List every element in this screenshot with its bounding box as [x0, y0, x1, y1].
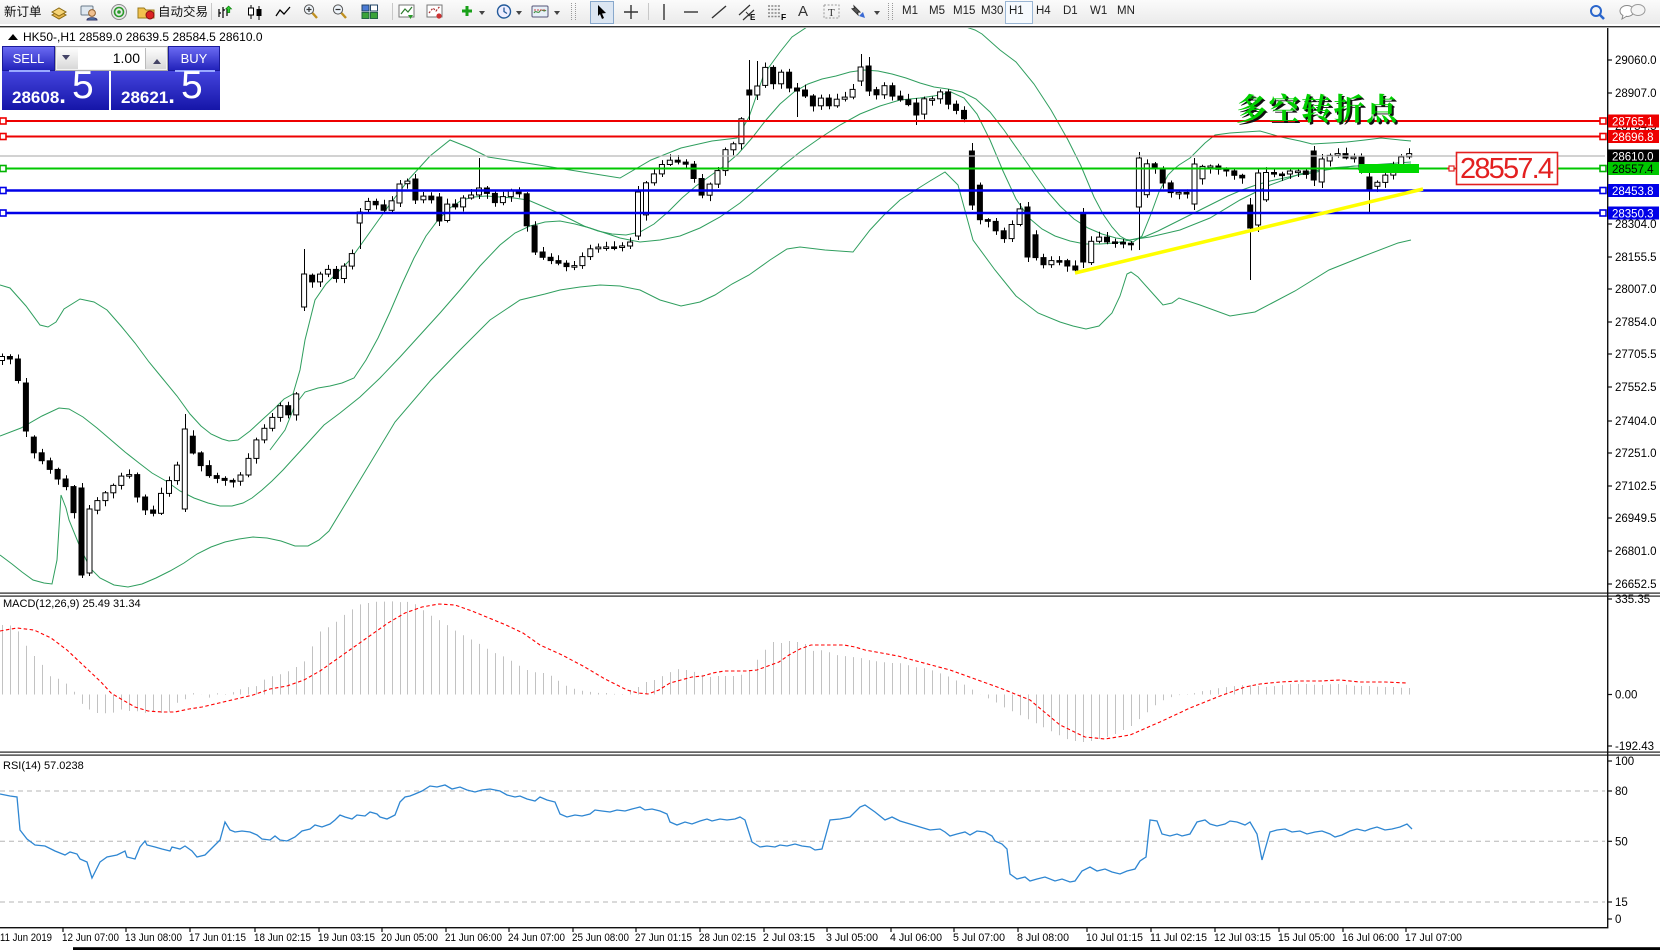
- svg-text:T: T: [828, 7, 835, 19]
- svg-text:27705.5: 27705.5: [1615, 349, 1657, 361]
- svg-text:0.00: 0.00: [1615, 690, 1637, 702]
- svg-text:28350.3: 28350.3: [1612, 209, 1654, 221]
- svg-text:18 Jun 02:15: 18 Jun 02:15: [254, 932, 311, 944]
- svg-text:3 Jul 05:00: 3 Jul 05:00: [826, 932, 878, 944]
- svg-text:15: 15: [1615, 897, 1628, 909]
- svg-text:17 Jun 01:15: 17 Jun 01:15: [189, 932, 246, 944]
- svg-text:28696.8: 28696.8: [1612, 132, 1654, 144]
- svg-text:20 Jun 05:00: 20 Jun 05:00: [381, 932, 438, 944]
- svg-text:27404.0: 27404.0: [1615, 416, 1657, 428]
- svg-text:29060.0: 29060.0: [1615, 55, 1657, 67]
- svg-text:28453.8: 28453.8: [1612, 186, 1654, 198]
- svg-text:F: F: [781, 12, 786, 21]
- svg-text:80: 80: [1615, 786, 1628, 798]
- svg-text:26652.5: 26652.5: [1615, 579, 1657, 591]
- svg-text:10 Jul 01:15: 10 Jul 01:15: [1086, 932, 1143, 944]
- svg-text:15 Jul 05:00: 15 Jul 05:00: [1278, 932, 1335, 944]
- svg-text:28007.0: 28007.0: [1615, 284, 1657, 296]
- svg-text:16 Jul 06:00: 16 Jul 06:00: [1342, 932, 1399, 944]
- svg-text:28557.4: 28557.4: [1612, 164, 1654, 176]
- svg-text:4 Jul 06:00: 4 Jul 06:00: [890, 932, 942, 944]
- svg-text:13 Jun 08:00: 13 Jun 08:00: [125, 932, 182, 944]
- svg-text:24 Jun 07:00: 24 Jun 07:00: [508, 932, 565, 944]
- svg-text:28557.4: 28557.4: [1460, 153, 1554, 185]
- svg-text:27552.5: 27552.5: [1615, 382, 1657, 394]
- svg-text:0: 0: [1615, 914, 1621, 926]
- svg-text:25 Jun 08:00: 25 Jun 08:00: [572, 932, 629, 944]
- svg-text:E: E: [750, 13, 756, 21]
- svg-text:100: 100: [1615, 756, 1634, 768]
- svg-text:21 Jun 06:00: 21 Jun 06:00: [445, 932, 502, 944]
- svg-text:28155.5: 28155.5: [1615, 252, 1657, 264]
- svg-text:19 Jun 03:15: 19 Jun 03:15: [318, 932, 375, 944]
- svg-text:8 Jul 08:00: 8 Jul 08:00: [1017, 932, 1069, 944]
- svg-text:28 Jun 02:15: 28 Jun 02:15: [699, 932, 756, 944]
- svg-text:-192.43: -192.43: [1615, 741, 1654, 753]
- svg-text:50: 50: [1615, 836, 1628, 848]
- svg-text:RSI(14) 57.0238: RSI(14) 57.0238: [3, 760, 84, 772]
- svg-text:12 Jul 03:15: 12 Jul 03:15: [1214, 932, 1271, 944]
- svg-text:28304.0: 28304.0: [1615, 219, 1657, 231]
- svg-text:28765.1: 28765.1: [1612, 117, 1654, 129]
- svg-text:11 Jul 02:15: 11 Jul 02:15: [1150, 932, 1207, 944]
- svg-text:27251.0: 27251.0: [1615, 448, 1657, 460]
- svg-text:335.35: 335.35: [1615, 594, 1650, 606]
- svg-text:5 Jul 07:00: 5 Jul 07:00: [953, 932, 1005, 944]
- svg-text:28907.0: 28907.0: [1615, 88, 1657, 100]
- svg-text:27 Jun 01:15: 27 Jun 01:15: [635, 932, 692, 944]
- svg-text:26801.0: 26801.0: [1615, 546, 1657, 558]
- svg-text:27102.5: 27102.5: [1615, 481, 1657, 493]
- svg-text:11 Jun 2019: 11 Jun 2019: [0, 932, 52, 944]
- svg-text:27854.0: 27854.0: [1615, 317, 1657, 329]
- svg-text:12 Jun 07:00: 12 Jun 07:00: [62, 932, 119, 944]
- svg-text:26949.5: 26949.5: [1615, 513, 1657, 525]
- svg-text:17 Jul 07:00: 17 Jul 07:00: [1405, 932, 1462, 944]
- svg-text:MACD(12,26,9) 25.49 31.34: MACD(12,26,9) 25.49 31.34: [3, 598, 141, 610]
- svg-text:HK50-,H1 28589.0 28639.5 2858: HK50-,H1 28589.0 28639.5 28584.5 28610.0: [23, 30, 263, 44]
- svg-text:28610.0: 28610.0: [1612, 152, 1654, 164]
- svg-text:2 Jul 03:15: 2 Jul 03:15: [763, 932, 815, 944]
